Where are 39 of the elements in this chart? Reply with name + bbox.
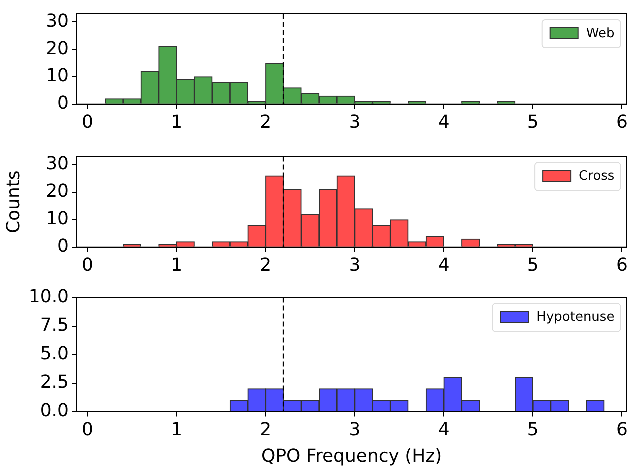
x-tick-label: 4: [438, 254, 450, 276]
x-tick-label: 2: [260, 254, 272, 276]
x-tick-label: 5: [527, 254, 539, 276]
x-axis-title: QPO Frequency (Hz): [262, 446, 442, 467]
y-tick-label: 0: [58, 93, 69, 114]
y-tick-label: 20: [46, 38, 69, 60]
legend-label: Hypotenuse: [536, 310, 615, 326]
x-tick-label: 2: [260, 112, 272, 133]
legend-label: Cross: [579, 169, 615, 184]
x-tick-label: 0: [82, 419, 94, 440]
x-tick-label: 3: [349, 254, 361, 276]
y-tick-label: 2.5: [40, 372, 69, 393]
x-tick-label: 3: [349, 112, 361, 133]
y-tick-label: 10: [46, 208, 69, 230]
y-tick-label: 20: [46, 181, 69, 202]
x-tick-label: 6: [616, 419, 628, 440]
y-tick-label: 10: [46, 66, 69, 87]
x-tick-label: 4: [438, 419, 450, 440]
x-tick-label: 1: [171, 112, 183, 133]
x-tick-label: 3: [349, 419, 361, 440]
y-tick-label: 7.5: [40, 314, 69, 336]
y-axis-title: Counts: [3, 170, 24, 234]
x-tick-label: 2: [260, 419, 272, 440]
y-tick-label: 0: [58, 236, 69, 258]
x-tick-label: 0: [82, 112, 94, 133]
x-tick-label: 6: [616, 112, 628, 133]
x-tick-label: 4: [438, 112, 450, 133]
legend-label: Web: [586, 26, 615, 42]
y-tick-label: 30: [46, 154, 69, 175]
y-tick-label: 10.0: [28, 286, 69, 308]
y-tick-label: 30: [46, 10, 69, 32]
x-tick-label: 6: [616, 254, 628, 276]
x-tick-label: 1: [171, 419, 183, 440]
y-tick-label: 0.0: [40, 400, 69, 422]
x-tick-label: 5: [527, 419, 539, 440]
y-tick-label: 5.0: [40, 343, 69, 364]
x-tick-label: 1: [171, 254, 183, 276]
x-tick-label: 5: [527, 112, 539, 133]
x-tick-label: 0: [82, 254, 94, 276]
